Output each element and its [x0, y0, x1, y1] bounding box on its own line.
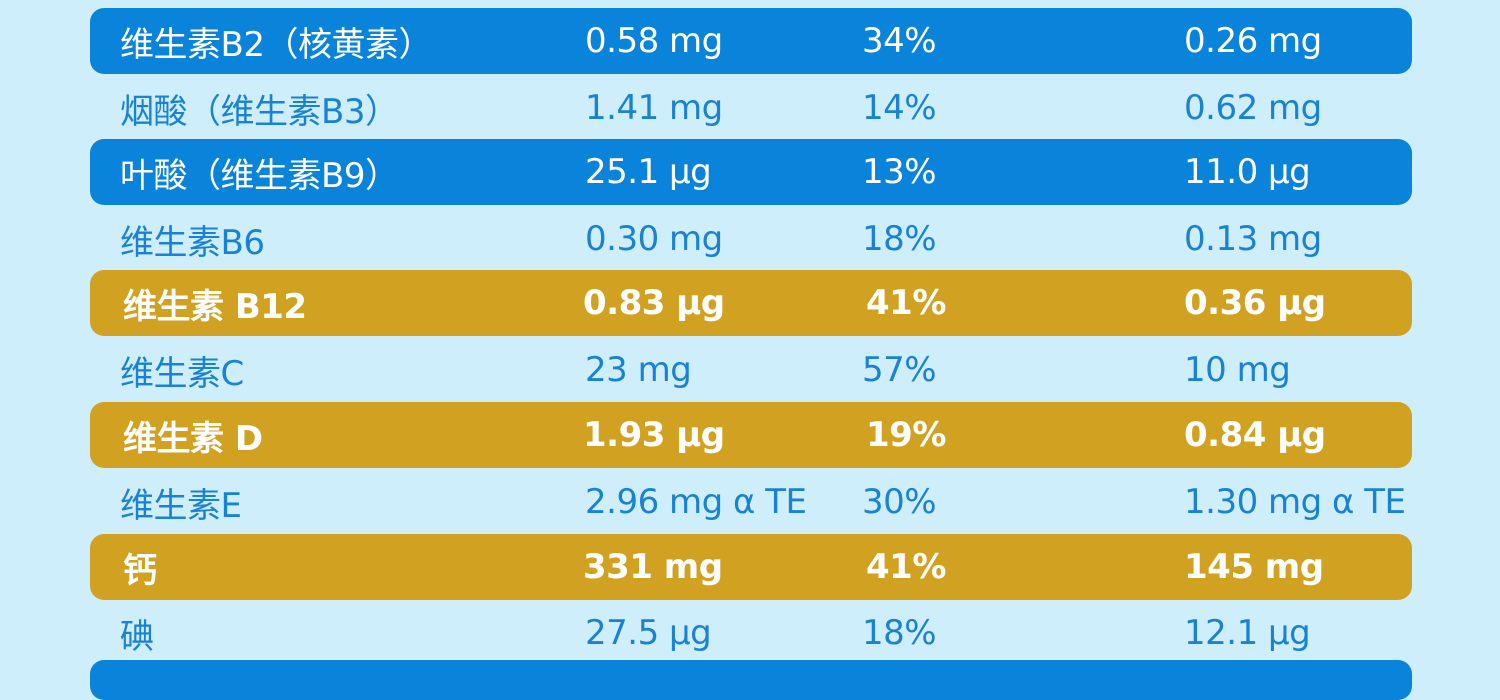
nutrient-percent: 18%: [862, 613, 937, 653]
nutrient-percent: 57%: [862, 350, 937, 390]
nutrient-name: 维生素C: [120, 353, 244, 394]
nutrient-percent: 18%: [862, 219, 937, 259]
nutrient-per-unit: 0.84 μg: [1184, 415, 1326, 455]
nutrient-name: 碘: [120, 616, 154, 657]
nutrient-amount: 0.58 mg: [585, 21, 723, 61]
nutrient-name: 维生素 D: [123, 418, 263, 459]
nutrient-amount: 1.41 mg: [585, 88, 723, 128]
table-row: 维生素B2（核黄素） 0.58 mg 34% 0.26 mg: [90, 8, 1412, 74]
nutrient-amount: 0.30 mg: [585, 219, 723, 259]
table-row: 钙 331 mg 41% 145 mg: [90, 534, 1412, 600]
nutrient-per-unit: 12.1 μg: [1184, 613, 1311, 653]
nutrient-amount: 2.96 mg α TE: [585, 482, 807, 522]
table-row: 维生素B6 0.30 mg 18% 0.13 mg: [90, 206, 1412, 272]
nutrient-amount: 23 mg: [585, 350, 692, 390]
table-row-partial: [90, 660, 1412, 700]
table-row: 维生素C 23 mg 57% 10 mg: [90, 337, 1412, 403]
nutrient-per-unit: 1.30 mg α TE: [1184, 482, 1406, 522]
nutrient-percent: 41%: [866, 283, 946, 323]
table-row: 烟酸（维生素B3） 1.41 mg 14% 0.62 mg: [90, 75, 1412, 141]
nutrient-name: 烟酸（维生素B3）: [120, 91, 399, 132]
nutrient-name: 维生素B2（核黄素）: [120, 24, 432, 65]
nutrient-percent: 19%: [866, 415, 946, 455]
nutrient-per-unit: 145 mg: [1184, 547, 1324, 587]
table-row: 维生素 D 1.93 μg 19% 0.84 μg: [90, 402, 1412, 468]
nutrient-amount: 25.1 μg: [585, 152, 712, 192]
nutrient-amount: 0.83 μg: [583, 283, 725, 323]
nutrition-table: 维生素B2（核黄素） 0.58 mg 34% 0.26 mg 烟酸（维生素B3）…: [90, 8, 1412, 700]
table-row: 叶酸（维生素B9） 25.1 μg 13% 11.0 μg: [90, 139, 1412, 205]
nutrient-percent: 30%: [862, 482, 937, 522]
table-row: 维生素 B12 0.83 μg 41% 0.36 μg: [90, 270, 1412, 336]
nutrient-amount: 27.5 μg: [585, 613, 712, 653]
nutrient-per-unit: 11.0 μg: [1184, 152, 1311, 192]
nutrient-amount: 1.93 μg: [583, 415, 725, 455]
nutrient-name: 维生素 B12: [123, 286, 307, 327]
nutrient-name: 维生素B6: [120, 222, 265, 263]
nutrient-percent: 14%: [862, 88, 937, 128]
table-row: 维生素E 2.96 mg α TE 30% 1.30 mg α TE: [90, 469, 1412, 535]
nutrient-per-unit: 10 mg: [1184, 350, 1291, 390]
nutrient-percent: 41%: [866, 547, 946, 587]
nutrient-per-unit: 0.36 μg: [1184, 283, 1326, 323]
nutrient-name: 叶酸（维生素B9）: [120, 155, 399, 196]
nutrient-name: 维生素E: [120, 485, 242, 526]
nutrient-percent: 13%: [862, 152, 937, 192]
nutrient-per-unit: 0.13 mg: [1184, 219, 1322, 259]
nutrient-per-unit: 0.62 mg: [1184, 88, 1322, 128]
nutrient-amount: 331 mg: [583, 547, 723, 587]
nutrient-per-unit: 0.26 mg: [1184, 21, 1322, 61]
nutrient-percent: 34%: [862, 21, 937, 61]
nutrient-name: 钙: [123, 550, 157, 591]
table-row: 碘 27.5 μg 18% 12.1 μg: [90, 600, 1412, 666]
